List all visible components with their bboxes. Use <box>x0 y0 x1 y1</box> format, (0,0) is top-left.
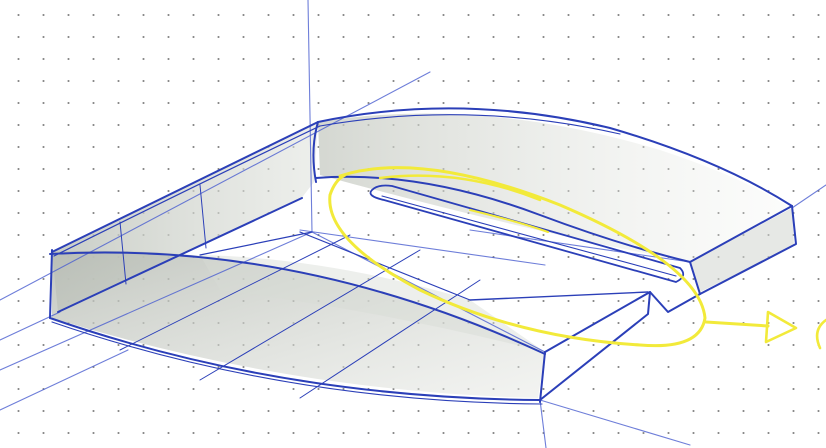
contour-strokes <box>49 107 797 405</box>
marker-shading <box>52 113 794 398</box>
highlight-annotation <box>328 166 826 350</box>
